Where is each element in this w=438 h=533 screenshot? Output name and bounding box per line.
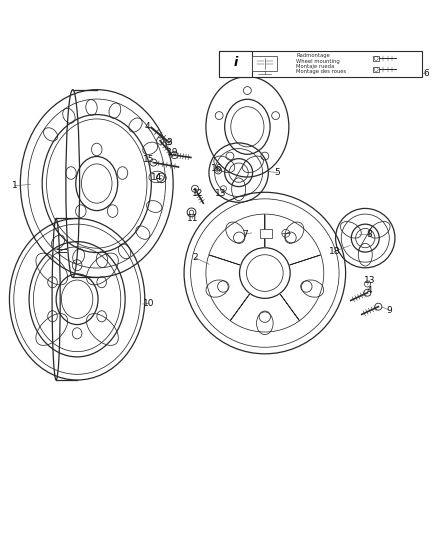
- Text: 9: 9: [386, 305, 392, 314]
- Text: 13: 13: [215, 189, 227, 198]
- Text: Montage des roues: Montage des roues: [296, 69, 346, 74]
- Text: 1: 1: [12, 181, 18, 190]
- Polygon shape: [230, 294, 250, 321]
- Text: i: i: [234, 56, 238, 69]
- Text: 4: 4: [144, 122, 150, 131]
- Text: 11: 11: [187, 214, 198, 223]
- Text: 2: 2: [192, 253, 198, 262]
- Text: 8: 8: [367, 230, 372, 239]
- Text: 5: 5: [275, 168, 280, 177]
- Text: 18: 18: [329, 247, 340, 256]
- Bar: [219, 51, 252, 77]
- Text: 12: 12: [191, 189, 203, 198]
- Bar: [219, 51, 422, 77]
- Bar: [252, 55, 277, 71]
- Text: 3: 3: [166, 138, 172, 147]
- Text: 16: 16: [211, 164, 223, 173]
- Text: 6: 6: [424, 69, 429, 78]
- Text: Montaje rueda: Montaje rueda: [296, 64, 334, 69]
- Bar: [373, 67, 379, 72]
- Polygon shape: [280, 294, 300, 321]
- Text: Radmontage: Radmontage: [296, 53, 330, 58]
- Text: 4: 4: [367, 286, 372, 295]
- Text: 19: 19: [167, 149, 179, 157]
- Polygon shape: [209, 255, 240, 265]
- Text: 14: 14: [151, 173, 162, 182]
- Text: 10: 10: [143, 298, 155, 308]
- Text: Wheel mounting: Wheel mounting: [296, 59, 340, 63]
- Text: 15: 15: [142, 155, 154, 164]
- Text: 7: 7: [242, 230, 248, 239]
- Text: 13: 13: [364, 276, 375, 285]
- Polygon shape: [290, 255, 321, 265]
- Bar: [260, 229, 272, 238]
- Bar: [373, 55, 379, 61]
